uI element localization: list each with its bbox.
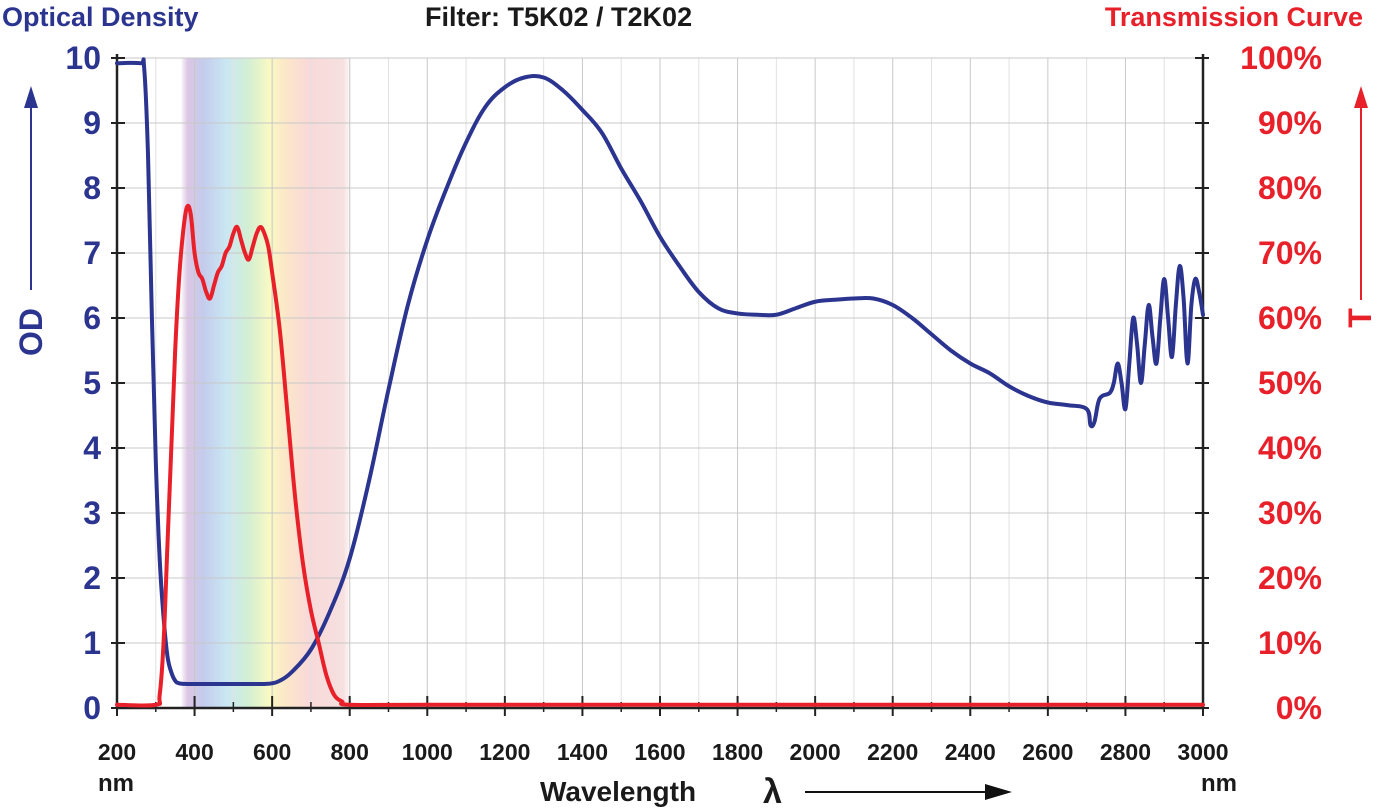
right-tick-label: 30% <box>1258 495 1322 531</box>
chart-title: Filter: T5K02 / T2K02 <box>425 2 693 32</box>
series-transmission-curve-line <box>115 203 1205 708</box>
right-tick-label: 100% <box>1240 40 1322 76</box>
x-axis-label: Wavelength <box>540 776 696 807</box>
left-tick-label: 2 <box>83 560 101 596</box>
x-tick-label: 1400 <box>557 739 608 765</box>
left-tick-label: 0 <box>83 690 101 726</box>
left-axis-header: Optical Density <box>2 2 199 32</box>
x-tick-label: 3000 <box>1177 739 1228 765</box>
x-tick-label: 600 <box>253 739 291 765</box>
right-tick-label: 50% <box>1258 365 1322 401</box>
right-tick-label: 40% <box>1258 430 1322 466</box>
x-tick-label: 400 <box>175 739 213 765</box>
x-axis-arrowhead <box>985 784 1012 800</box>
x-tick-label: 800 <box>331 739 369 765</box>
left-axis-arrowhead <box>24 86 38 108</box>
x-unit-right: nm <box>1201 770 1237 797</box>
series-optical-density-line <box>115 57 1205 687</box>
left-tick-label: 3 <box>83 495 101 531</box>
x-tick-label: 2600 <box>1022 739 1073 765</box>
x-tick-label: 1000 <box>402 739 453 765</box>
left-tick-label: 1 <box>83 625 101 661</box>
right-tick-label: 10% <box>1258 625 1322 661</box>
left-tick-label: 10 <box>65 40 101 76</box>
right-tick-label: 70% <box>1258 235 1322 271</box>
right-tick-label: 60% <box>1258 300 1322 336</box>
right-axis-arrowhead <box>1354 86 1368 108</box>
left-tick-label: 4 <box>83 430 101 466</box>
right-tick-label: 20% <box>1258 560 1322 596</box>
x-tick-label: 2400 <box>945 739 996 765</box>
x-tick-label: 2000 <box>790 739 841 765</box>
x-tick-label: 1800 <box>712 739 763 765</box>
x-tick-label: 1600 <box>634 739 685 765</box>
x-axis-lambda: λ <box>763 773 782 808</box>
left-tick-label: 6 <box>83 300 101 336</box>
right-tick-label: 0% <box>1276 690 1322 726</box>
x-tick-label: 200 <box>98 739 136 765</box>
right-tick-label: 90% <box>1258 105 1322 141</box>
x-tick-label: 2200 <box>867 739 918 765</box>
left-axis-label: OD <box>13 308 49 356</box>
left-tick-label: 5 <box>83 365 101 401</box>
x-unit-left: nm <box>98 770 134 797</box>
right-axis-label: T <box>1342 308 1377 328</box>
x-tick-label: 2800 <box>1100 739 1151 765</box>
right-tick-label: 80% <box>1258 170 1322 206</box>
x-tick-label: 1200 <box>479 739 530 765</box>
left-tick-label: 9 <box>83 105 101 141</box>
left-tick-label: 7 <box>83 235 101 271</box>
left-tick-label: 8 <box>83 170 101 206</box>
right-axis-header: Transmission Curve <box>1104 2 1363 32</box>
